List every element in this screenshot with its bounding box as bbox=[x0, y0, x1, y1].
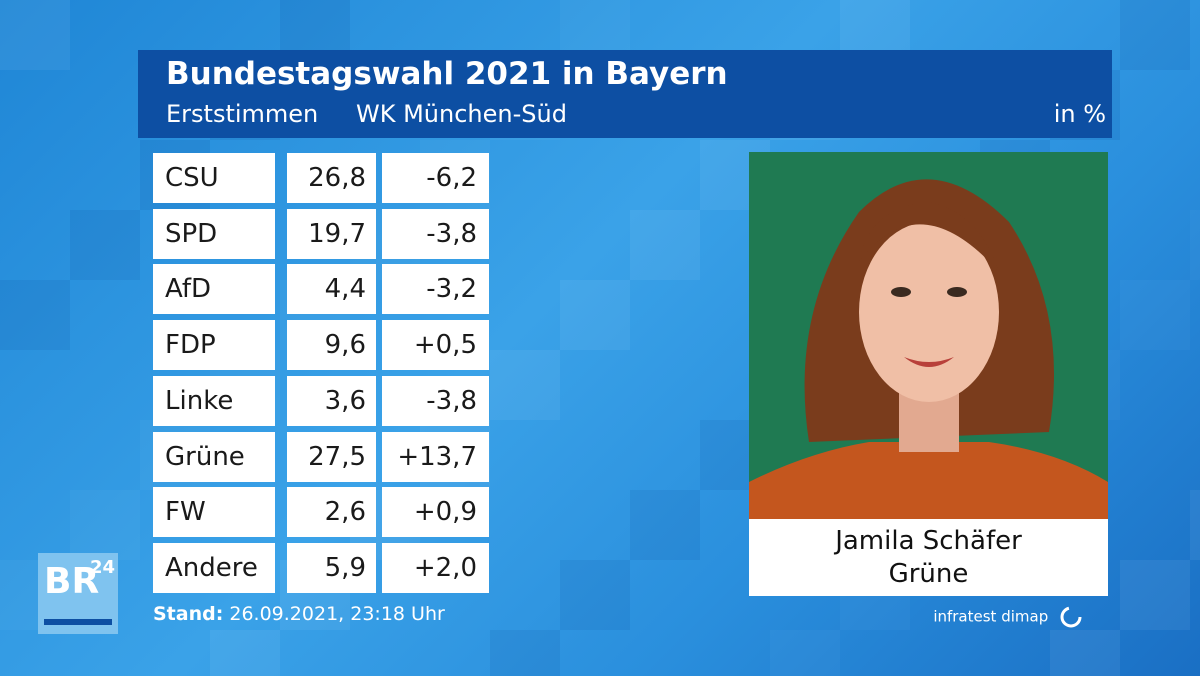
stand-label: Stand: bbox=[153, 603, 224, 625]
bg-tile bbox=[0, 280, 70, 350]
change-cell: -6,2 bbox=[382, 153, 489, 203]
party-cell: FW bbox=[153, 487, 275, 538]
logo-text: BR bbox=[44, 561, 100, 602]
district: WK München-Süd bbox=[356, 100, 567, 128]
change-cell: +13,7 bbox=[382, 431, 489, 482]
source-icon bbox=[1060, 606, 1082, 628]
bg-tile bbox=[210, 630, 280, 676]
logo-superscript: 24 bbox=[90, 557, 116, 578]
value-cell: 5,9 bbox=[287, 542, 376, 593]
value-cell: 4,4 bbox=[287, 264, 376, 315]
bg-tile bbox=[1120, 560, 1190, 630]
source: infratest dimap bbox=[933, 605, 1083, 629]
value-cell: 27,5 bbox=[287, 431, 376, 482]
party-cell: FDP bbox=[153, 320, 275, 371]
party-cell: SPD bbox=[153, 208, 275, 259]
bg-tile bbox=[0, 0, 70, 70]
bg-tile bbox=[1050, 630, 1120, 676]
party-cell: Andere bbox=[153, 542, 275, 593]
bg-tile bbox=[490, 350, 560, 420]
candidate-party: Grüne bbox=[888, 559, 969, 589]
source-text: infratest dimap bbox=[933, 607, 1049, 626]
party-cell: Grüne bbox=[153, 431, 275, 482]
bg-tile bbox=[490, 630, 560, 676]
value-cell: 26,8 bbox=[287, 153, 376, 203]
bg-tile bbox=[70, 490, 140, 560]
subtitle: Erststimmen bbox=[166, 100, 319, 128]
header-bar: Bundestagswahl 2021 in Bayern Erststimme… bbox=[138, 50, 1112, 138]
footer: Stand: 26.09.2021, 23:18 Uhr bbox=[153, 603, 445, 625]
bg-tile bbox=[770, 630, 840, 676]
logo-bar bbox=[44, 619, 112, 625]
change-cell: -3,2 bbox=[382, 264, 489, 315]
unit: in % bbox=[1053, 100, 1106, 128]
party-cell: CSU bbox=[153, 153, 275, 203]
party-cell: AfD bbox=[153, 264, 275, 315]
change-cell: +0,5 bbox=[382, 320, 489, 371]
logo: BR 24 bbox=[38, 553, 118, 634]
value-cell: 9,6 bbox=[287, 320, 376, 371]
stand: 26.09.2021, 23:18 Uhr bbox=[229, 603, 445, 625]
change-cell: +2,0 bbox=[382, 542, 489, 593]
bg-tile bbox=[1190, 490, 1200, 560]
change-cell: +0,9 bbox=[382, 487, 489, 538]
change-cell: -3,8 bbox=[382, 375, 489, 426]
party-cell: Linke bbox=[153, 375, 275, 426]
value-cell: 19,7 bbox=[287, 208, 376, 259]
bg-tile bbox=[70, 210, 140, 280]
bg-tile bbox=[1120, 0, 1190, 70]
value-cell: 3,6 bbox=[287, 375, 376, 426]
title: Bundestagswahl 2021 in Bayern bbox=[166, 56, 728, 92]
candidate-photo bbox=[749, 152, 1108, 519]
bg-tile bbox=[1190, 210, 1200, 280]
candidate-name: Jamila Schäfer bbox=[835, 526, 1022, 556]
caption: Jamila Schäfer Grüne bbox=[749, 519, 1108, 596]
bg-tile bbox=[560, 560, 630, 630]
bg-tile bbox=[560, 280, 630, 350]
bg-tile bbox=[630, 490, 700, 560]
bg-tile bbox=[630, 210, 700, 280]
value-cell: 2,6 bbox=[287, 487, 376, 538]
bg-tile bbox=[1120, 280, 1190, 350]
change-cell: -3,8 bbox=[382, 208, 489, 259]
